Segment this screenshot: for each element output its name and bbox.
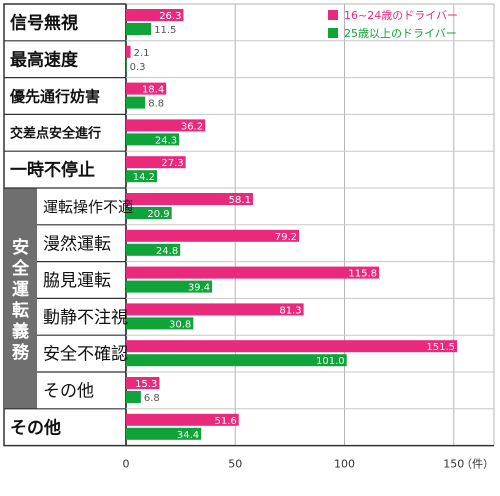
value-label: 27.3 [161,158,183,169]
bars-layer [126,9,458,440]
category-label: 信号無視 [10,13,78,34]
category-label: 脇見運転 [43,271,111,291]
value-label: 30.8 [169,319,191,330]
category-label: 交差点安全進行 [10,125,101,141]
bar-young [126,229,300,242]
x-tick-label: 50 [228,458,242,471]
value-label: 51.6 [214,416,236,427]
value-label: 58.1 [229,195,251,206]
value-label: 39.4 [188,283,210,294]
group-label-char: 安 [12,237,29,258]
x-unit-label: （件） [461,458,494,471]
category-label: 安全不確認 [43,345,128,365]
bar-older [126,96,146,109]
group-label-char: 義 [12,321,29,342]
value-label: 81.3 [279,305,301,316]
value-label: 18.4 [142,85,164,96]
value-label: 6.8 [144,393,160,404]
legend-label: 16~24歳のドライバー [344,9,458,22]
bar-young [126,340,458,353]
category-label: その他 [43,382,94,402]
value-label: 151.5 [426,342,455,353]
legend-label: 25歳以上のドライバー [344,27,457,40]
bar-young [126,156,186,169]
category-label: 運転操作不適 [43,198,133,216]
legend-swatch [328,10,338,20]
bar-older [126,354,347,367]
bar-young [126,303,304,316]
value-label: 34.4 [177,430,199,441]
x-tick-label: 100 [334,458,355,471]
legend: 16~24歳のドライバー 25歳以上のドライバー [328,9,458,40]
bar-young [126,119,206,132]
bar-older [126,427,202,440]
bar-older [126,207,172,219]
bar-young [126,82,167,95]
value-labels-layer: 26.3 11.5 2.1 0.3 18.4 8.8 36.2 24.3 27.3 14.2 58.… [130,11,455,441]
value-label: 26.3 [159,11,181,22]
bar-older [126,243,181,256]
bar-young [126,9,184,21]
category-label: 最高速度 [10,49,79,70]
bar-older [126,23,152,35]
group-label-char: 転 [12,300,29,321]
value-label: 24.8 [156,246,178,257]
bar-older [126,317,194,330]
value-label: 14.2 [133,172,155,183]
value-label: 0.3 [130,62,146,73]
bar-young [126,193,253,205]
x-axis: 0 50 100 150（件） [123,458,495,471]
category-label: 一時不停止 [10,160,95,181]
x-tick-label: 0 [123,458,130,471]
category-label: 漫然運転 [43,234,111,254]
group-label-char: 全 [11,258,30,279]
value-label: 8.8 [148,99,164,110]
group-band [4,188,37,409]
bar-older [126,391,141,403]
value-label: 2.1 [134,48,150,59]
legend-swatch [328,28,338,38]
bar-young [126,377,160,389]
value-label: 36.2 [181,121,203,132]
bar-older [126,59,127,72]
x-tick-label: 150 [443,458,464,471]
group-label-char: 務 [12,342,30,363]
value-label: 11.5 [154,25,176,36]
bar-young [126,266,380,279]
value-label: 15.3 [135,379,157,390]
value-label: 20.9 [147,209,169,220]
bar-young [126,413,239,426]
value-label: 101.0 [316,356,345,367]
bar-older [126,170,158,183]
category-label: その他 [10,417,61,438]
bar-older [126,133,180,146]
bar-young [126,45,131,58]
value-label: 24.3 [155,135,177,146]
bar-older [126,280,213,293]
value-label: 115.8 [348,269,377,280]
group-label-char: 運 [12,280,29,300]
category-label: 優先通行妨害 [9,87,100,105]
value-label: 79.2 [275,232,297,243]
category-label: 動静不注視 [43,308,128,328]
